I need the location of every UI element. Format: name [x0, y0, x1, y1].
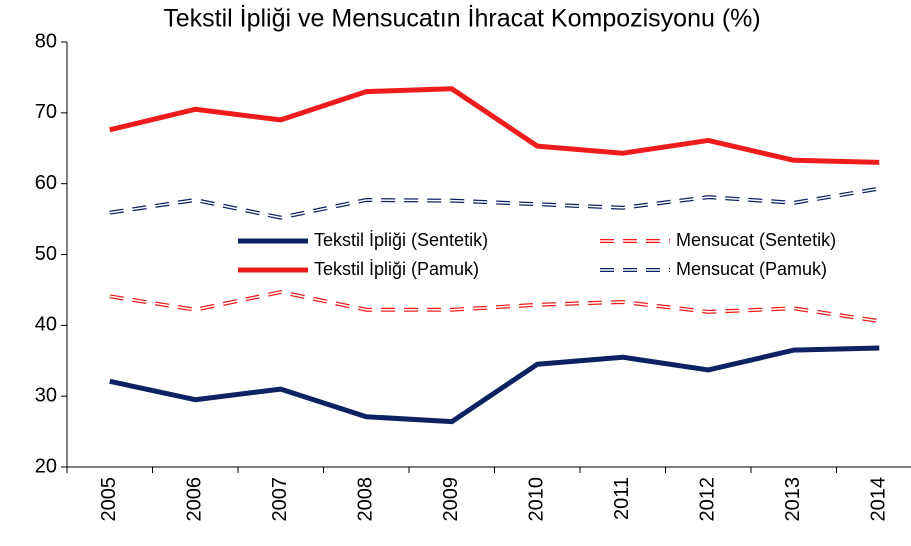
x-tick-label: 2013 — [782, 477, 804, 522]
line-inner — [109, 187, 880, 219]
x-tick-label: 2010 — [526, 477, 548, 522]
series-line — [109, 186, 880, 220]
legend-label: Tekstil İpliği (Pamuk) — [314, 259, 479, 279]
legend-item: Tekstil İpliği (Pamuk) — [238, 259, 479, 279]
series-line — [109, 86, 880, 165]
x-tick-label: 2005 — [98, 477, 120, 522]
series-line — [109, 290, 880, 324]
y-tick-label: 30 — [35, 384, 57, 406]
y-tick-label: 70 — [35, 101, 57, 123]
legend-label: Mensucat (Pamuk) — [676, 259, 827, 279]
legend-label: Mensucat (Sentetik) — [676, 230, 836, 250]
y-tick-label: 60 — [35, 172, 57, 194]
x-tick-label: 2011 — [611, 477, 633, 520]
x-tick-label: 2014 — [868, 477, 890, 522]
legend-item: Tekstil İpliği (Sentetik) — [238, 230, 488, 250]
y-tick-label: 20 — [35, 455, 57, 477]
x-tick-label: 2007 — [269, 477, 291, 522]
y-tick-label: 80 — [35, 30, 57, 52]
x-tick-label: 2009 — [440, 477, 462, 522]
legend-item: Mensucat (Sentetik) — [600, 230, 836, 250]
line-inner — [109, 291, 880, 322]
x-tick-label: 2008 — [355, 477, 377, 522]
x-tick-label: 2012 — [697, 477, 719, 522]
legend-label: Tekstil İpliği (Sentetik) — [314, 230, 488, 250]
series-line — [109, 345, 880, 425]
y-tick-label: 50 — [35, 243, 57, 265]
x-tick-label: 2006 — [184, 477, 206, 522]
chart-title: Tekstil İpliği ve Mensucatın İhracat Kom… — [163, 4, 760, 33]
legend-item: Mensucat (Pamuk) — [600, 259, 827, 279]
y-tick-label: 40 — [35, 314, 57, 336]
